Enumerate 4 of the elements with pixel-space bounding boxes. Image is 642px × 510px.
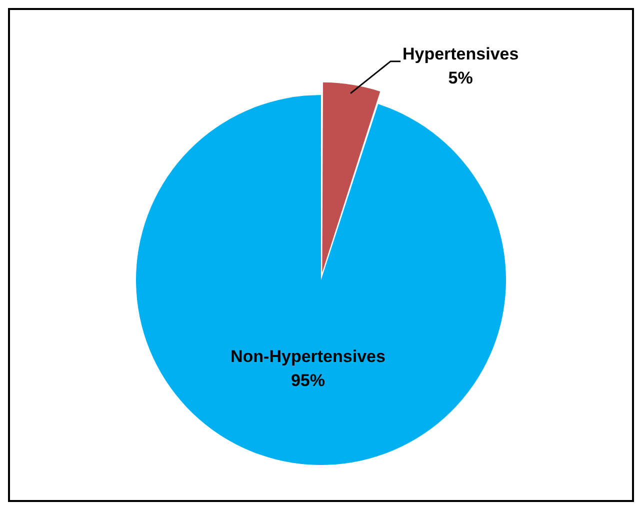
data-label: 95%: [290, 371, 325, 390]
slice-label: Hypertensives: [402, 44, 519, 64]
slice-label: Non-Hypertensives: [230, 347, 386, 366]
data-label: 5%: [448, 68, 473, 88]
